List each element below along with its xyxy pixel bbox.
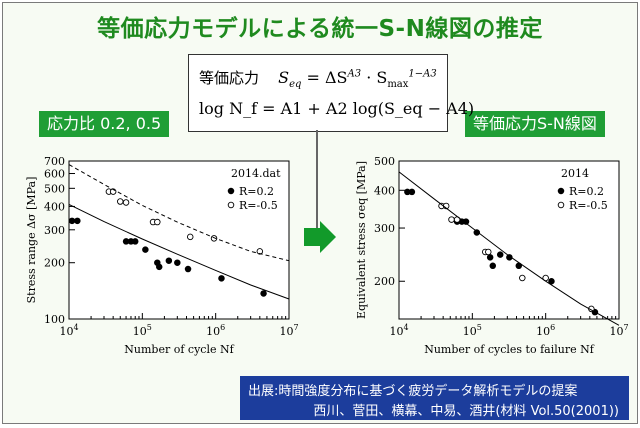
- x-tick-label: 107: [279, 323, 298, 338]
- chart-annotation: 2014: [561, 167, 589, 180]
- formula-line-2: log N_f = A1 + A2 log(S_eq − A4): [199, 99, 475, 118]
- fit-curve: [398, 171, 620, 326]
- data-point: [154, 218, 161, 226]
- data-point: [485, 248, 492, 256]
- legend-marker: [227, 187, 235, 195]
- y-axis-label: Equivalent stress σeq [MPa]: [355, 161, 368, 319]
- x-tick-exponent: 6: [220, 323, 225, 332]
- legend-label: R=0.2: [569, 185, 604, 198]
- x-axis-label: Number of cycle Nf: [124, 343, 234, 356]
- y-tick-label: 400: [374, 184, 395, 197]
- data-point: [210, 235, 218, 242]
- data-point: [256, 248, 264, 255]
- arrow-connector: [316, 130, 318, 236]
- y-tick-label: 100: [44, 313, 65, 326]
- y-tick-label: 700: [44, 155, 65, 168]
- x-tick-exponent: 6: [550, 323, 555, 332]
- data-point: [165, 257, 173, 264]
- data-point: [74, 217, 81, 225]
- x-tick-exponent: 5: [147, 323, 152, 332]
- x-axis-label: Number of cycles to failure Nf: [424, 343, 595, 356]
- source-line-1: 出展:時間強度分布に基づく疲労データ解析モデルの提案: [248, 384, 578, 399]
- y-tick-label: 200: [374, 275, 395, 288]
- data-point: [506, 254, 513, 261]
- data-point: [473, 229, 481, 236]
- data-point: [186, 233, 194, 241]
- source-box: 出展:時間強度分布に基づく疲労データ解析モデルの提案 西川、菅田、横幕、中易、酒…: [240, 376, 629, 420]
- data-point: [448, 216, 455, 223]
- y-axis-label: Stress range Δσ [MPa]: [25, 177, 38, 304]
- fit-curve: [68, 203, 290, 300]
- x-tick-label: 106: [206, 323, 225, 338]
- y-tick-label: 300: [374, 222, 395, 235]
- data-point: [68, 217, 76, 225]
- y-tick-label: 600: [44, 168, 65, 181]
- data-point: [496, 251, 504, 258]
- legend-marker: [557, 187, 565, 195]
- y-tick-label: 400: [44, 200, 65, 213]
- arrow-right-icon: [320, 221, 336, 253]
- x-tick-exponent: 7: [293, 323, 298, 332]
- x-tick-label: 104: [389, 323, 408, 338]
- legend-marker: [227, 201, 235, 209]
- page-title: 等価応力モデルによる統一S-N線図の推定: [97, 16, 543, 42]
- arrow-right-icon-shaft: [304, 228, 320, 246]
- x-tick-exponent: 7: [623, 323, 628, 332]
- y-tick-label: 500: [374, 155, 395, 168]
- source-line-2: 西川、菅田、横幕、中易、酒井(材料 Vol.50(2001)): [313, 404, 619, 419]
- formula-box: 等価応力 Seq = ΔSA3 · Smax1−A3 log N_f = A1 …: [188, 54, 474, 132]
- formula-line-1: 等価応力 Seq = ΔSA3 · Smax1−A3: [199, 68, 437, 91]
- data-point: [519, 274, 526, 282]
- x-tick-exponent: 4: [403, 323, 408, 332]
- data-point: [184, 265, 192, 273]
- data-point: [260, 290, 267, 297]
- x-tick-label: 106: [536, 323, 555, 338]
- chart-annotation: 2014.dat: [231, 167, 281, 180]
- data-point: [117, 198, 124, 205]
- x-tick-label: 105: [133, 323, 152, 338]
- data-point: [122, 199, 130, 206]
- data-point: [174, 259, 181, 266]
- x-tick-exponent: 4: [73, 323, 78, 332]
- slide-panel: 等価応力モデルによる統一S-N線図の推定 応力比 0.2, 0.5 等価応力S-…: [2, 2, 638, 424]
- legend-marker: [557, 201, 565, 209]
- data-point: [218, 275, 225, 282]
- data-point: [486, 254, 494, 261]
- stress-ratio-tag: 応力比 0.2, 0.5: [39, 111, 170, 137]
- y-tick-label: 500: [44, 182, 65, 195]
- fit-curve: [68, 164, 290, 262]
- equivalent-sn-tag: 等価応力S-N線図: [465, 111, 605, 137]
- data-point: [408, 188, 416, 196]
- plot-frame: [398, 160, 620, 320]
- data-point: [489, 262, 497, 270]
- data-point: [131, 238, 139, 245]
- legend-label: R=0.2: [239, 185, 274, 198]
- x-tick-label: 105: [463, 323, 482, 338]
- data-point: [155, 263, 163, 271]
- data-point: [142, 246, 149, 253]
- chart-left: 104 105 106 107100200300400500600700Number …: [25, 155, 299, 356]
- plot-frame: [68, 160, 290, 320]
- y-tick-label: 300: [44, 224, 65, 237]
- legend-label: R=-0.5: [239, 199, 278, 212]
- data-point: [548, 277, 555, 285]
- y-tick-label: 200: [44, 257, 65, 270]
- legend-label: R=-0.5: [569, 199, 608, 212]
- x-tick-exponent: 5: [477, 323, 482, 332]
